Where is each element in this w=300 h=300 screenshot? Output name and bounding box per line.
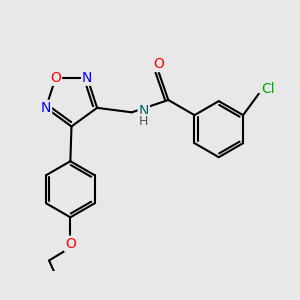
Text: O: O bbox=[153, 57, 164, 71]
Text: Cl: Cl bbox=[262, 82, 275, 96]
Text: H: H bbox=[139, 115, 148, 128]
Text: N: N bbox=[41, 101, 51, 115]
Text: N: N bbox=[82, 71, 92, 85]
Text: O: O bbox=[65, 237, 76, 251]
Text: N: N bbox=[139, 104, 149, 118]
Text: O: O bbox=[50, 71, 61, 85]
